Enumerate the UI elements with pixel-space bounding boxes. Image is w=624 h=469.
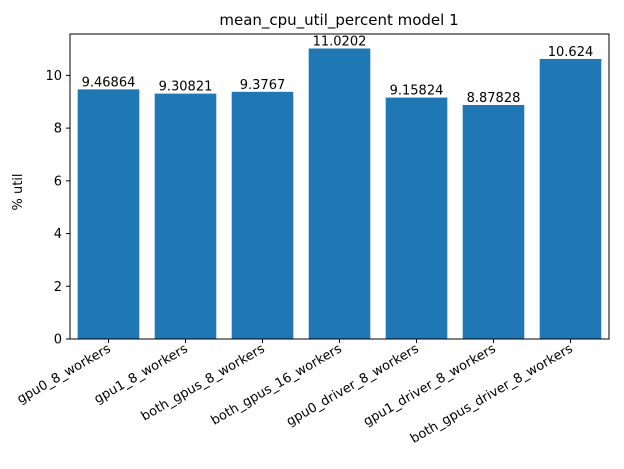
- bars-layer: [77, 48, 602, 340]
- plot-area-border: [69, 33, 610, 340]
- y-axis-ticks: 0 2 4 6 8 10: [45, 69, 70, 348]
- x-tick-label-3: both_gpus_8_workers: [139, 341, 268, 424]
- y-tick-label-0: 0: [54, 333, 62, 348]
- bar-value-label-6: 8.87828: [467, 91, 521, 106]
- y-axis-label: % util: [11, 173, 26, 210]
- y-tick-label-5: 10: [45, 69, 62, 84]
- bar-3: [231, 91, 294, 339]
- bar-value-label-7: 10.624: [548, 45, 594, 60]
- x-tick-label-4: both_gpus_16_workers: [209, 341, 345, 428]
- bar-value-label-1: 9.46864: [82, 75, 136, 90]
- bar-labels-layer: 9.46864 9.30821 9.3767 11.0202 9.15824 8.8782…: [82, 34, 594, 105]
- bar-5: [385, 97, 448, 339]
- bar-value-label-4: 11.0202: [313, 34, 367, 49]
- y-tick-label-2: 4: [54, 227, 62, 242]
- x-tick-label-6: gpu1_driver_8_workers: [361, 341, 499, 429]
- bar-4: [308, 48, 371, 339]
- bar-1: [77, 89, 140, 340]
- plot-frame: [69, 33, 610, 340]
- bar-2: [154, 93, 217, 339]
- bar-6: [462, 104, 525, 339]
- y-tick-label-1: 2: [54, 280, 62, 295]
- bar-value-label-5: 9.15824: [390, 84, 444, 99]
- chart-title: mean_cpu_util_percent model 1: [219, 11, 458, 30]
- y-tick-label-3: 6: [54, 174, 62, 189]
- bar-value-label-3: 9.3767: [240, 78, 286, 93]
- x-tick-label-5: gpu0_driver_8_workers: [284, 341, 422, 429]
- x-axis-ticks: gpu0_8_workersgpu1_8_workersboth_gpus_8_…: [15, 339, 576, 447]
- bar-7: [539, 58, 602, 339]
- bar-value-label-2: 9.30821: [159, 80, 213, 95]
- y-tick-label-4: 8: [54, 122, 62, 137]
